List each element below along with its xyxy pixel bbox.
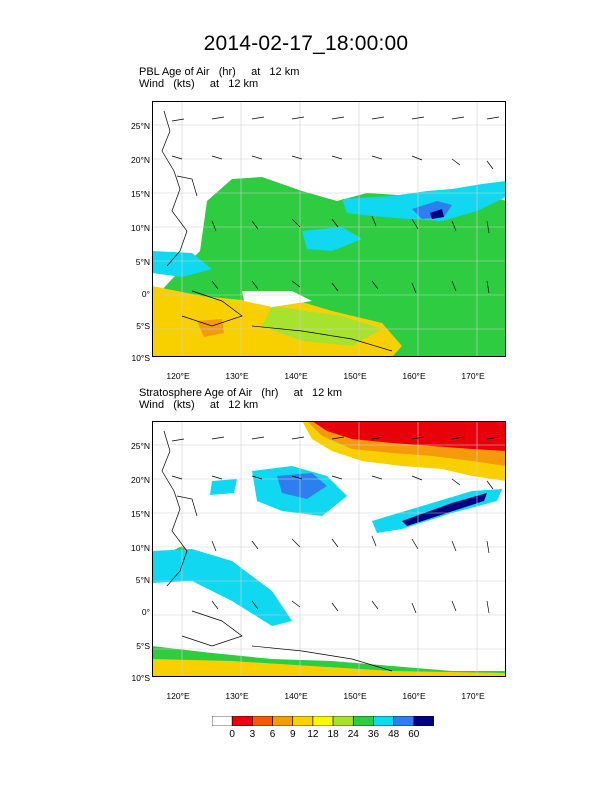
panel2-ytick: 0° [141,607,150,617]
panel1-xtick: 140°E [284,371,308,381]
panel2-frame [152,421,506,677]
panel2-xtick: 160°E [402,691,426,701]
colorbar-tick-label: 3 [249,729,256,740]
panel1-xtick: 170°E [461,371,485,381]
panel2-age-field-blue [277,473,327,499]
panel1-wind-barbs [171,116,500,294]
colorbar-swatch [413,716,434,726]
panel2-xtick: 140°E [284,691,308,701]
panel2-map [152,421,506,677]
colorbar-tick-label: 24 [347,729,359,740]
panel2-ytick: 25°N [131,441,150,451]
colorbar-swatch [352,716,374,726]
page-title: 2014-02-17_18:00:00 [203,32,409,55]
panel1-coastline [161,110,393,352]
colorbar-swatch [332,716,354,726]
colorbar-swatch [231,716,253,726]
panel2-gridlines [152,421,506,677]
panel2-ytick: 10°N [131,543,150,553]
colorbar-tick-label: 6 [269,729,276,740]
panel1-xtick: 150°E [343,371,367,381]
panel2-age-field-streak-navy [402,493,487,526]
panel1-map [152,101,506,357]
panel2-ytick: 5°N [135,575,150,585]
panel1-frame [152,101,506,357]
colorbar-tick-label: 48 [388,729,400,740]
colorbar-tick-label: 9 [289,729,296,740]
panel2-ytick: 5°S [136,641,150,651]
panel1-ytick: 10°S [131,353,150,363]
panel1-ytick: 5°S [136,321,150,331]
panel2-title-line2: Wind (kts) at 12 km [139,399,259,411]
panel1-title-line1: PBL Age of Air (hr) at 12 km [139,66,300,78]
panel2-age-field-cyan-west [152,549,292,626]
colorbar-swatch [212,716,233,726]
colorbar [212,716,434,726]
panel1-xtick: 160°E [402,371,426,381]
panel1-age-field-cyan2 [152,227,362,277]
panel1-ytick: 15°N [131,189,150,199]
panel1-ytick: 20°N [131,155,150,165]
panel1-age-field-navy [430,209,444,219]
panel2-ytick: 10°S [131,673,150,683]
panel1-xtick: 120°E [166,371,190,381]
panel2-title-line1: Stratosphere Age of Air (hr) at 12 km [139,387,342,399]
colorbar-swatch [272,716,294,726]
panel2-xtick: 150°E [343,691,367,701]
panel1-ytick: 5°N [135,257,150,267]
panel1-ytick: 0° [141,289,150,299]
panel1-title-line2: Wind (kts) at 12 km [139,78,259,90]
panel1-age-field-cyan [342,181,506,221]
colorbar-swatch [252,716,273,726]
colorbar-tick-label: 0 [229,729,235,740]
panel2-age-field-red [312,421,506,451]
colorbar-tick-label: 60 [408,729,420,740]
panel1-ytick: 10°N [131,223,150,233]
colorbar-swatch [292,716,314,726]
panel2-wind-barbs [171,436,500,614]
panel2-ytick: 20°N [131,475,150,485]
colorbar-tick-label: 18 [327,729,339,740]
panel1-age-field-lightgreen [262,306,382,346]
panel1-xtick: 130°E [225,371,249,381]
colorbar-swatch [373,716,394,726]
panel1-ytick: 25°N [131,121,150,131]
panel2-age-field-yellow-south [152,659,506,677]
colorbar-swatch [393,716,415,726]
panel2-xtick: 120°E [166,691,190,701]
panel1-gridlines [152,101,506,357]
colorbar-tick-label: 12 [307,729,319,740]
panel2-ytick: 15°N [131,509,150,519]
panel2-xtick: 170°E [461,691,485,701]
panel2-coastline [161,430,393,672]
colorbar-tick-label: 36 [367,729,380,740]
panel2-xtick: 130°E [225,691,249,701]
colorbar-swatch [312,716,334,726]
